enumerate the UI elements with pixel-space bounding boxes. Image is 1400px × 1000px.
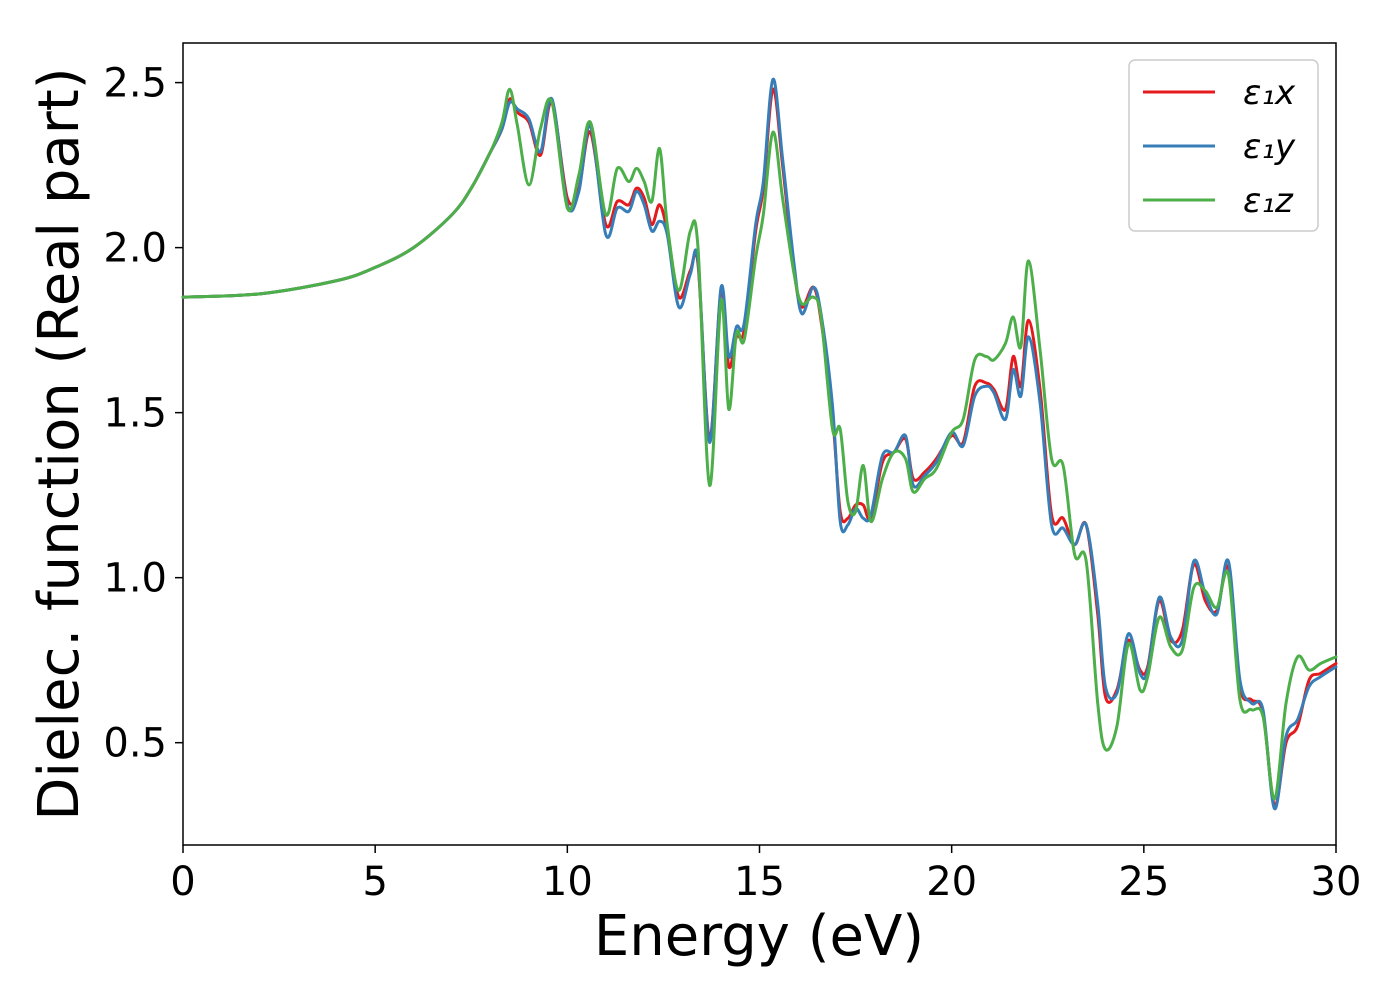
- y-axis-label: Dielec. function (Real part): [27, 67, 92, 820]
- series-line-2: [181, 77, 1338, 811]
- x-axis-ticks: 0 5 10 15 20 25 30: [170, 845, 1361, 905]
- x-tick-label: 15: [734, 859, 785, 905]
- y-tick-label: 1.0: [103, 556, 167, 602]
- x-tick-label: 20: [926, 859, 977, 905]
- series-line-3: [181, 87, 1338, 801]
- y-tick-label: 0.5: [103, 721, 167, 767]
- legend-label-2: ε₁y: [1243, 127, 1296, 167]
- y-axis-ticks: 0.5 1.0 1.5 2.0 2.5: [103, 61, 183, 767]
- x-tick-label: 5: [362, 859, 387, 905]
- series-layer: [181, 77, 1338, 811]
- x-tick-label: 0: [170, 859, 195, 905]
- x-tick-label: 25: [1118, 859, 1169, 905]
- legend-box: [1128, 59, 1319, 232]
- legend-label-1: ε₁x: [1243, 73, 1296, 113]
- y-tick-label: 1.5: [103, 391, 167, 437]
- x-tick-label: 10: [542, 859, 593, 905]
- x-axis-label: Energy (eV): [594, 904, 924, 969]
- legend-label-3: ε₁z: [1243, 181, 1294, 221]
- legend: ε₁x ε₁y ε₁z: [1128, 59, 1319, 232]
- y-tick-label: 2.0: [103, 226, 167, 272]
- y-tick-label: 2.5: [103, 61, 167, 107]
- x-tick-label: 30: [1311, 859, 1362, 905]
